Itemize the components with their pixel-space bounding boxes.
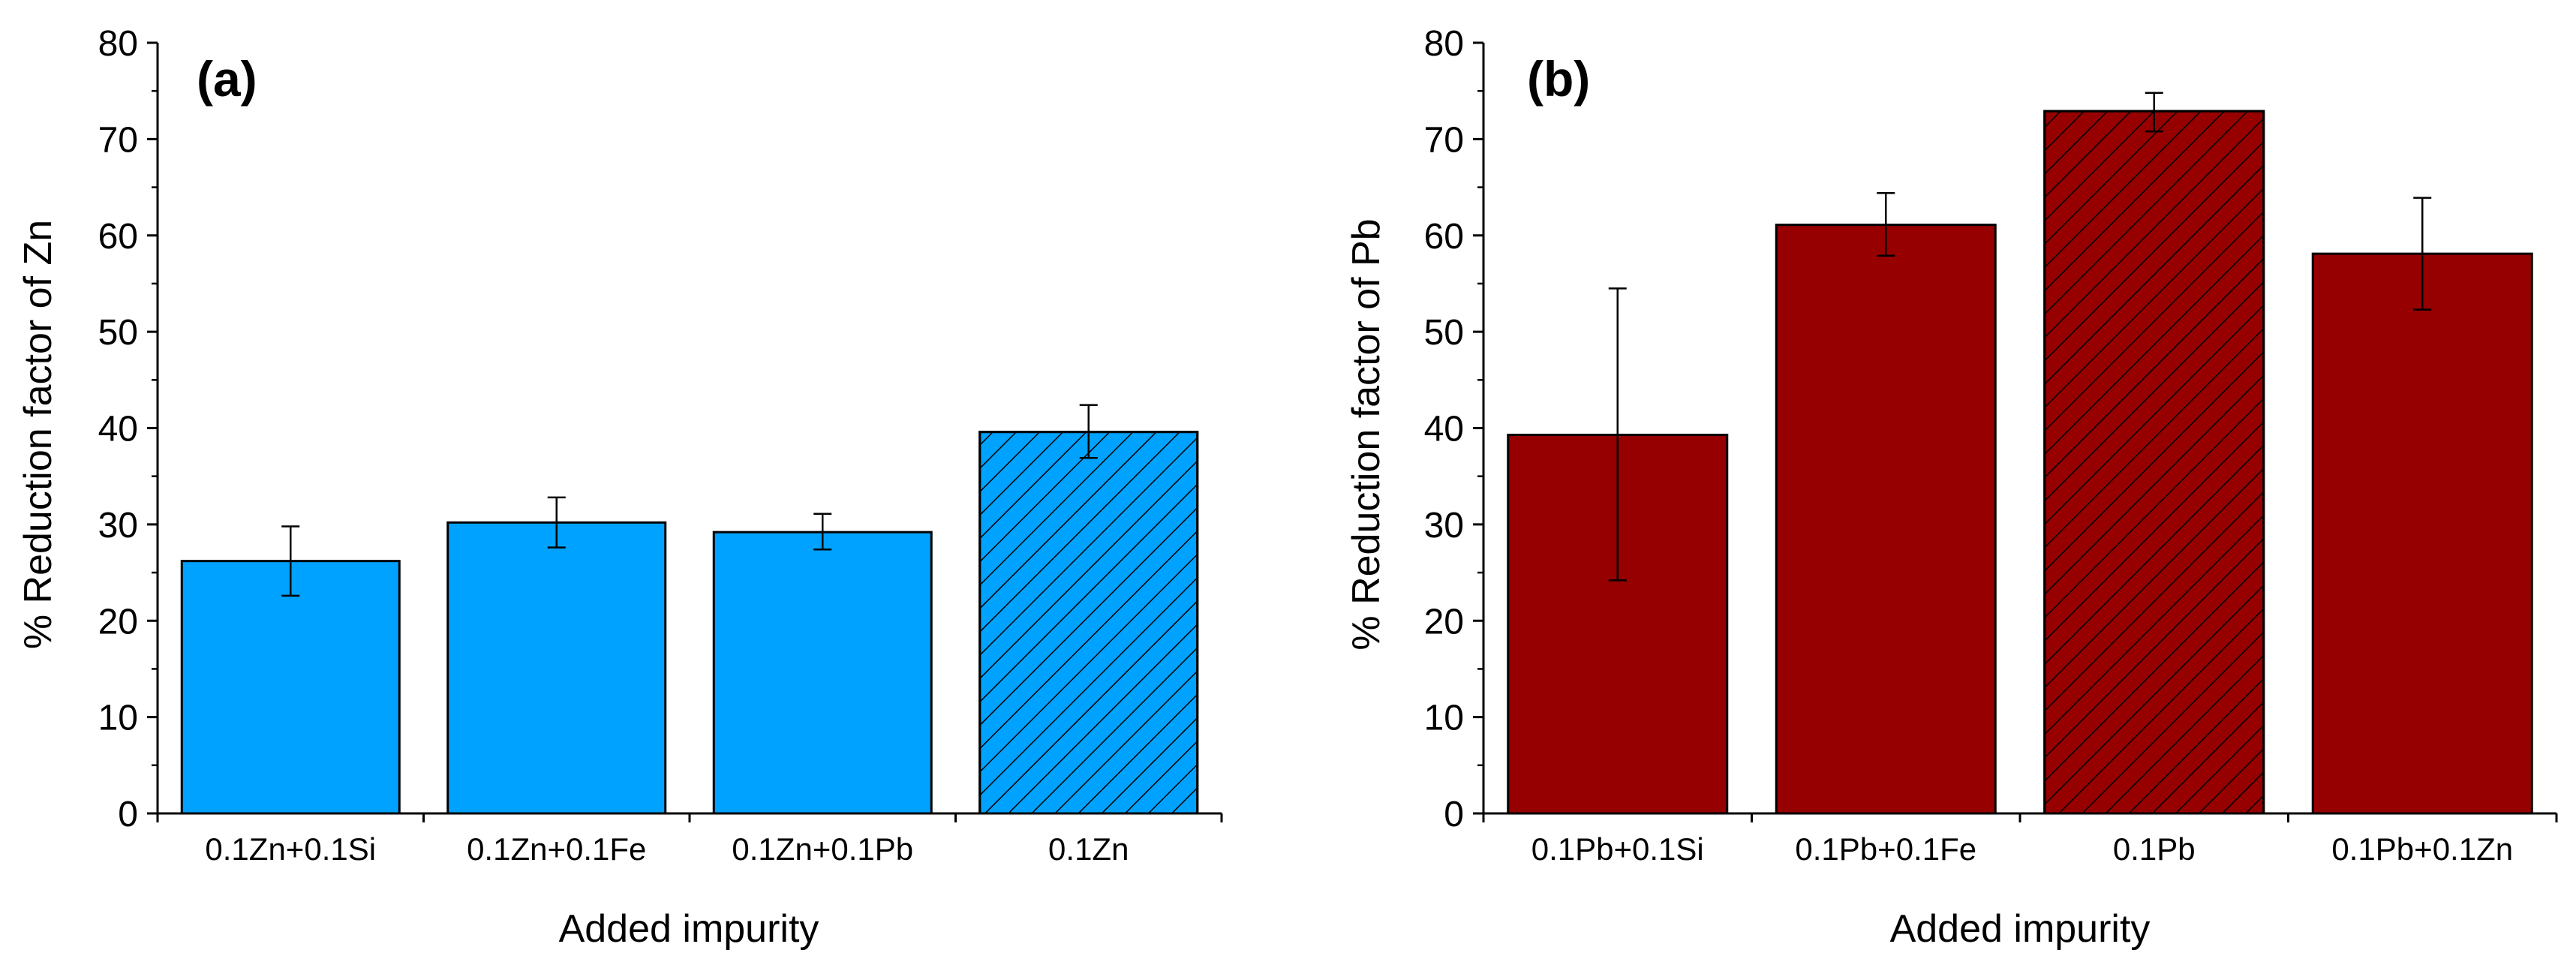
panel-label: (b) <box>1527 51 1590 107</box>
y-tick-label: 80 <box>98 24 138 64</box>
plot-marks: 0 10 20 30 40 50 60 70 80 0.1Zn+0.1Si 0.1Zn+0.1Fe 0… <box>98 24 1223 867</box>
x-tick-label: 0.1Zn+0.1Fe <box>467 831 646 867</box>
panel-label: (a) <box>197 51 257 107</box>
error-bar-0.1Pb <box>2145 92 2163 133</box>
x-axis-title: Added impurity <box>559 907 819 951</box>
error-bar-0.1Zn <box>1079 404 1098 459</box>
chart-panel-a: (a) Added impurity % Reduction factor of… <box>17 24 1223 951</box>
bar-0.1Pb+0.1Fe <box>1775 224 1997 815</box>
y-tick-label: 10 <box>98 699 138 738</box>
x-tick-label: 0.1Pb+0.1Zn <box>2331 831 2513 867</box>
y-axis-title: % Reduction factor of Zn <box>17 220 60 649</box>
y-tick-label: 40 <box>1424 410 1464 449</box>
y-tick-label: 60 <box>1424 217 1464 257</box>
plot-marks: 0 10 20 30 40 50 60 70 80 0.1Pb+0.1Si 0.1Pb+0.1Fe 0… <box>1424 24 2558 867</box>
y-tick-label: 40 <box>98 410 138 449</box>
x-tick-label: 0.1Pb+0.1Fe <box>1795 831 1976 867</box>
y-tick-label: 50 <box>1424 313 1464 353</box>
x-tick-label: 0.1Pb <box>2113 831 2196 867</box>
y-tick-label: 80 <box>1424 24 1464 64</box>
error-bar-0.1Pb+0.1Si <box>1608 287 1627 582</box>
y-tick-label: 30 <box>1424 506 1464 546</box>
y-axis-title: % Reduction factor of Pb <box>1345 218 1388 650</box>
y-tick-label: 50 <box>98 313 138 353</box>
y-tick-label: 60 <box>98 217 138 257</box>
y-tick-label: 20 <box>98 602 138 642</box>
y-tick-label: 10 <box>1424 699 1464 738</box>
bar-0.1Zn+0.1Fe <box>446 521 667 815</box>
y-tick-label: 30 <box>98 506 138 546</box>
y-tick-label: 20 <box>1424 602 1464 642</box>
x-tick-label: 0.1Zn <box>1048 831 1129 867</box>
x-tick-label: 0.1Pb+0.1Si <box>1531 831 1704 867</box>
bar-0.1Zn+0.1Si <box>180 560 401 815</box>
bar-hatch-0.1Zn <box>978 431 1199 815</box>
bar-hatch-0.1Pb <box>2043 110 2265 815</box>
y-tick-label: 70 <box>98 120 138 160</box>
error-bar-0.1Pb+0.1Fe <box>1877 192 1895 257</box>
error-bar-0.1Zn+0.1Pb <box>813 513 832 551</box>
chart-panel-b: (b) Added impurity % Reduction factor of… <box>1345 24 2558 951</box>
y-tick-label: 0 <box>1444 795 1464 834</box>
x-axis-title: Added impurity <box>1890 907 2151 951</box>
error-bar-0.1Zn+0.1Fe <box>547 496 566 549</box>
error-bar-0.1Pb+0.1Zn <box>2413 197 2432 311</box>
bar-0.1Pb+0.1Zn <box>2311 252 2533 815</box>
bar-0.1Zn+0.1Pb <box>712 531 933 815</box>
y-tick-label: 70 <box>1424 120 1464 160</box>
x-tick-label: 0.1Zn+0.1Pb <box>732 831 913 867</box>
error-bar-0.1Zn+0.1Si <box>281 525 300 597</box>
x-tick-label: 0.1Zn+0.1Si <box>205 831 376 867</box>
y-tick-label: 0 <box>118 795 138 834</box>
